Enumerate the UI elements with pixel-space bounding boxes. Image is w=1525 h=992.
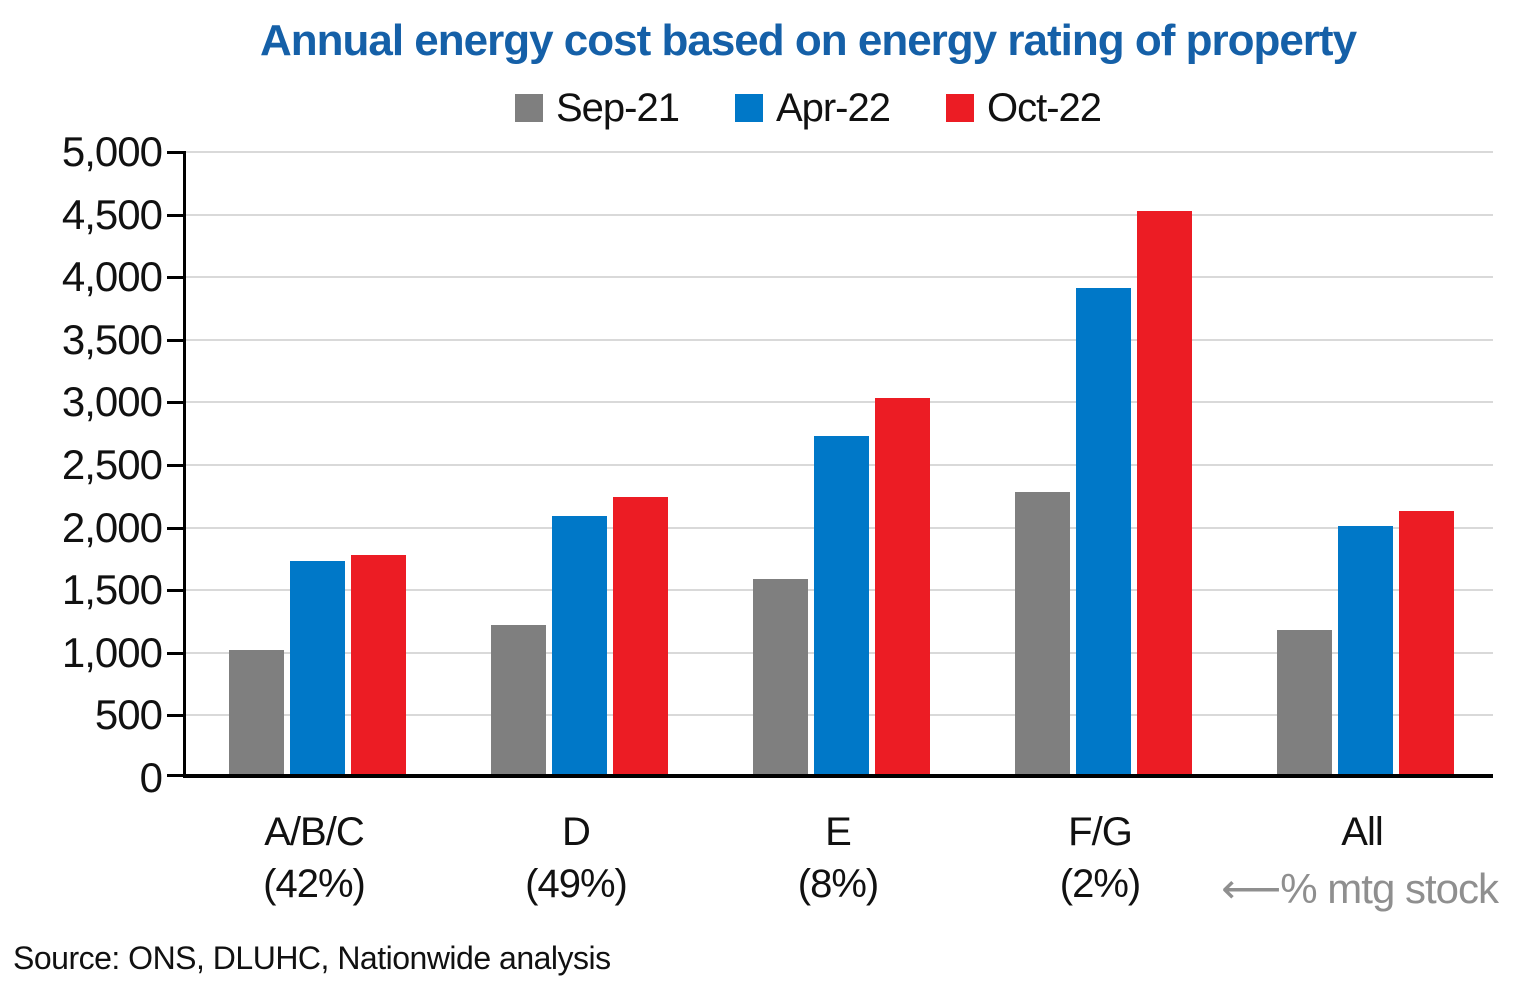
gridline — [186, 338, 1493, 341]
legend: Sep-21 Apr-22 Oct-22 — [122, 88, 1494, 128]
x-category-sublabel: (42%) — [263, 862, 366, 906]
x-category-sublabel: (49%) — [525, 862, 628, 906]
bar-sep-21-e-8 — [752, 578, 808, 774]
legend-swatch-sep-21 — [514, 94, 543, 122]
y-tick — [167, 714, 186, 718]
bar-oct-22-e-8 — [874, 398, 930, 774]
y-tick — [167, 526, 186, 530]
legend-swatch-oct-22 — [946, 94, 974, 122]
y-tick-label: 3,500 — [61, 315, 163, 363]
bar-apr-22-f-g-2 — [1075, 288, 1131, 774]
bar-apr-22-a-b-c-42 — [289, 561, 345, 774]
bar-sep-21-d-49 — [490, 625, 546, 774]
chart-title: Annual energy cost based on energy ratin… — [259, 16, 1357, 65]
x-category-label-e: E (8%) — [707, 806, 969, 910]
gridline — [186, 276, 1493, 279]
x-category-main: E — [825, 810, 852, 854]
y-tick — [167, 151, 186, 154]
bar-oct-22-d-49 — [612, 497, 668, 774]
y-tick-label: 2,500 — [61, 441, 163, 488]
y-tick — [167, 338, 186, 342]
y-tick — [167, 213, 186, 217]
source-note: Source: ONS, DLUHC, Nationwide analysis — [13, 940, 611, 976]
y-tick-label: 4,500 — [61, 190, 163, 238]
y-tick — [167, 651, 186, 655]
x-category-sublabel: (2%) — [1059, 862, 1141, 906]
bar-apr-22-d-49 — [551, 516, 607, 774]
x-category-main: D — [562, 810, 591, 854]
bar-sep-21-f-g-2 — [1014, 492, 1070, 774]
y-tick — [167, 276, 186, 280]
bar-oct-22-f-g-2 — [1136, 210, 1192, 774]
bar-oct-22-a-b-c-42 — [350, 554, 406, 774]
x-category-main: F/G — [1068, 810, 1133, 854]
legend-item-oct-22: Oct-22 — [946, 86, 1102, 130]
legend-label: Apr-22 — [775, 86, 891, 130]
y-tick-label: 2,000 — [61, 503, 163, 551]
y-tick — [167, 589, 186, 593]
legend-item-sep-21: Sep-21 — [514, 86, 680, 130]
plot-area — [167, 151, 1493, 778]
y-tick-label: 0 — [139, 754, 163, 801]
legend-label: Sep-21 — [555, 86, 680, 130]
bar-sep-21-a-b-c-42 — [228, 650, 284, 774]
legend-item-apr-22: Apr-22 — [734, 86, 891, 130]
gridline — [186, 401, 1493, 404]
y-tick — [167, 464, 186, 467]
legend-label: Oct-22 — [987, 86, 1102, 130]
x-category-main: All — [1341, 810, 1383, 854]
gridline — [186, 213, 1493, 216]
x-category-label-all: All — [1231, 806, 1493, 858]
bar-apr-22-e-8 — [813, 435, 869, 774]
bar-oct-22-all — [1398, 511, 1454, 774]
y-tick-label: 500 — [94, 691, 163, 739]
y-tick-label: 1,000 — [61, 628, 163, 676]
y-tick — [167, 774, 186, 777]
y-tick-label: 1,500 — [61, 566, 163, 614]
mtg-stock-annotation: ⟵% mtg stock — [1221, 865, 1499, 912]
x-category-sublabel: (8%) — [797, 862, 879, 906]
bar-sep-21-all — [1276, 630, 1332, 774]
y-tick — [167, 401, 186, 405]
legend-swatch-apr-22 — [734, 94, 763, 122]
x-category-label-a-b-c: A/B/C (42%) — [183, 806, 445, 910]
y-tick-label: 3,000 — [61, 378, 163, 426]
bar-apr-22-all — [1337, 526, 1393, 774]
x-category-main: A/B/C — [264, 810, 364, 854]
y-tick-label: 5,000 — [61, 128, 163, 175]
x-category-label-f-g: F/G (2%) — [969, 806, 1231, 910]
gridline — [186, 151, 1493, 153]
y-tick-label: 4,000 — [61, 253, 163, 301]
x-category-label-d: D (49%) — [445, 806, 707, 910]
